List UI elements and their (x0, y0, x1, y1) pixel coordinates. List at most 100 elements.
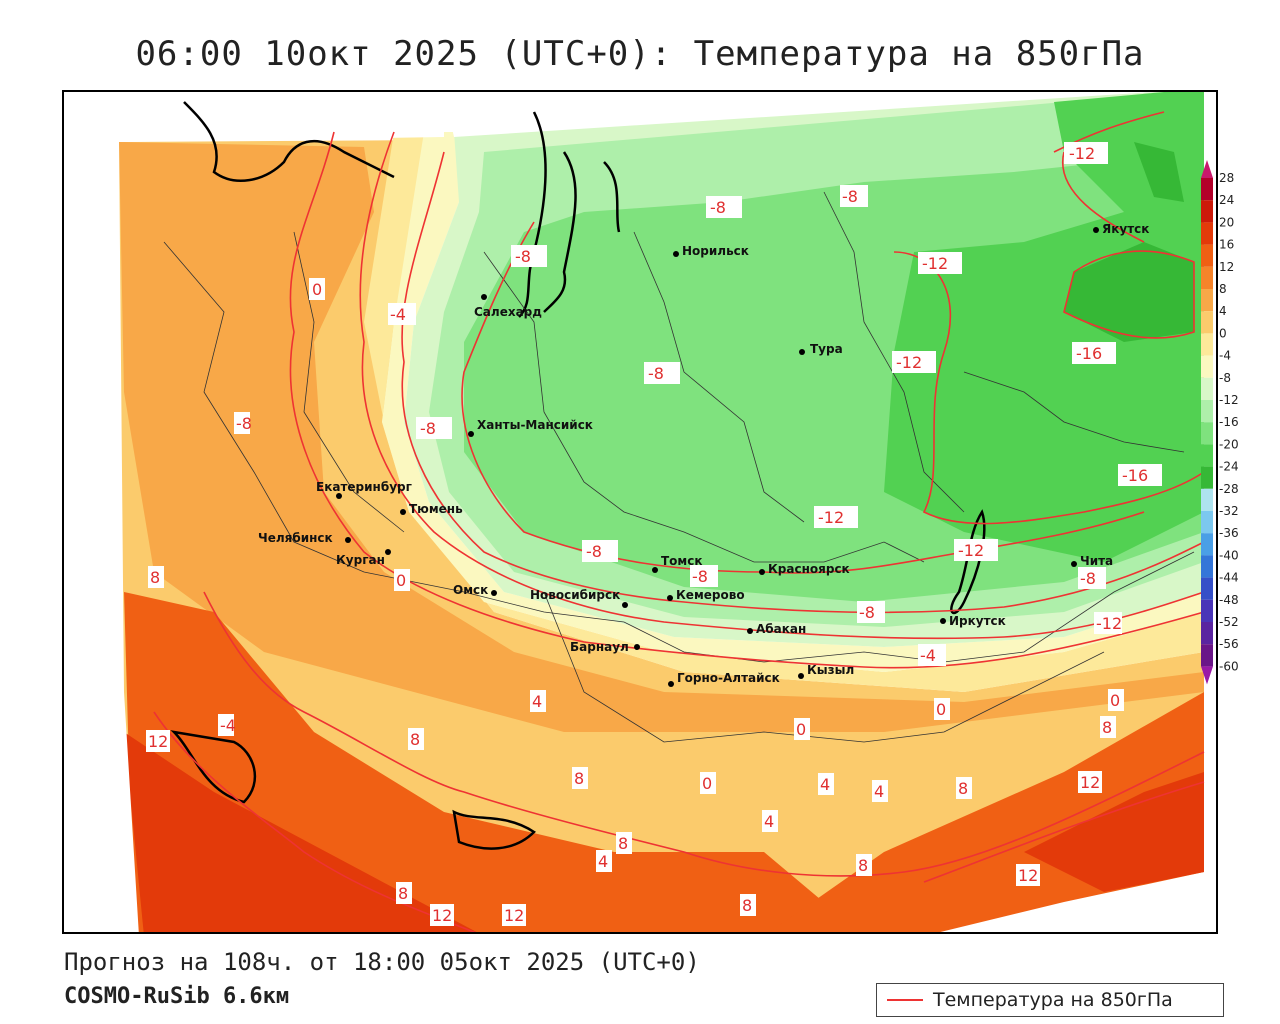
colorbar-swatch (1201, 444, 1213, 467)
colorbar-tick-label: 16 (1219, 238, 1234, 252)
colorbar-tick-label: 4 (1219, 304, 1227, 318)
city-dot (759, 569, 765, 575)
isotherm-label: 8 (742, 896, 752, 915)
city-dot (336, 493, 342, 499)
colorbar-tick-label: -16 (1219, 415, 1239, 429)
legend-line-swatch (887, 999, 923, 1001)
city-dot (798, 673, 804, 679)
legend-label: Температура на 850гПа (933, 989, 1173, 1011)
city-label: Омск (453, 583, 488, 597)
colorbar-tick-label: -52 (1219, 615, 1239, 629)
isotherm-label: -8 (692, 567, 708, 586)
colorbar-swatch (1201, 222, 1213, 245)
city-dot (667, 595, 673, 601)
isotherm-label: -12 (1069, 144, 1095, 163)
colorbar-tick-label: 0 (1219, 326, 1227, 340)
colorbar-swatch (1201, 533, 1213, 556)
colorbar-tick-label: 12 (1219, 260, 1234, 274)
city-dot (622, 602, 628, 608)
isotherm-label: 4 (764, 812, 774, 831)
isotherm-label: -16 (1122, 466, 1148, 485)
isotherm-label: -8 (515, 247, 531, 266)
colorbar-swatch (1201, 289, 1213, 312)
city-dot (799, 349, 805, 355)
city-label: Тюмень (409, 502, 463, 516)
colorbar-tick-label: -40 (1219, 548, 1239, 562)
isotherm-label: 12 (148, 732, 168, 751)
city-label: Норильск (682, 244, 749, 258)
isotherm-label: 4 (598, 852, 608, 871)
colorbar-swatch (1201, 422, 1213, 445)
city-dot (747, 628, 753, 634)
colorbar-swatch (1201, 178, 1213, 201)
city-label: Горно-Алтайск (677, 671, 780, 685)
city-dot (491, 590, 497, 596)
colorbar-swatch (1201, 488, 1213, 511)
city-label: Салехард (474, 305, 542, 319)
city-dot (652, 567, 658, 573)
city-label: Курган (336, 553, 385, 567)
isotherm-label: 0 (936, 700, 946, 719)
isotherm-label: -8 (842, 187, 858, 206)
isotherm-label: 0 (796, 720, 806, 739)
isotherm-label: 12 (432, 906, 452, 925)
city-label: Кызыл (807, 663, 854, 677)
isotherm-label: 12 (504, 906, 524, 925)
colorbar-swatch (1201, 577, 1213, 600)
isotherm-label: -12 (958, 541, 984, 560)
isotherm-labels: -12 -8 -8 -12 0 -8 -4 -16 -12 -8 -8 -12 … (146, 142, 1162, 926)
colorbar-tick-label: -28 (1219, 482, 1239, 496)
colorbar-swatch (1201, 599, 1213, 622)
isotherm-label: 4 (532, 692, 542, 711)
isotherm-label: 0 (1110, 691, 1120, 710)
isotherm-label: 4 (874, 782, 884, 801)
city-label: Кемерово (676, 588, 745, 602)
colorbar-tick-label: 24 (1219, 193, 1234, 207)
city-label: Челябинск (258, 531, 333, 545)
isotherm-label: -4 (390, 305, 406, 324)
colorbar-top-arrow (1201, 160, 1213, 178)
isotherm-label: 8 (574, 769, 584, 788)
colorbar-swatch (1201, 511, 1213, 534)
isotherm-label: -12 (818, 508, 844, 527)
city-dot (481, 294, 487, 300)
colorbar-tick-label: -24 (1219, 460, 1239, 474)
colorbar-swatch (1201, 466, 1213, 489)
colorbar-swatch (1201, 555, 1213, 578)
city-dot (385, 549, 391, 555)
colorbar-swatch (1201, 355, 1213, 378)
colorbar-tick-label: -8 (1219, 371, 1231, 385)
city-label: Абакан (756, 622, 806, 636)
city-label: Якутск (1102, 222, 1149, 236)
colorbar-swatch (1201, 377, 1213, 400)
colorbar-swatch (1201, 266, 1213, 289)
isotherm-label: -8 (236, 414, 252, 433)
forecast-info: Прогноз на 108ч. от 18:00 05окт 2025 (UT… (64, 948, 700, 976)
isotherm-label: -8 (420, 419, 436, 438)
colorbar-swatch (1201, 333, 1213, 356)
region-borders (163, 191, 1195, 743)
city-dot (345, 537, 351, 543)
city-markers: Норильск Якутск Салехард Тура Ханты-Манс… (258, 222, 1149, 687)
colorbar-swatch (1201, 244, 1213, 267)
isotherm-label: 0 (702, 774, 712, 793)
isotherm-label: 4 (820, 775, 830, 794)
colorbar-tick-label: -44 (1219, 571, 1239, 585)
colorbar-tick-label: -20 (1219, 437, 1239, 451)
model-name: COSMO-RuSib 6.6км (64, 984, 290, 1009)
temperature-map: -12 -8 -8 -12 0 -8 -4 -16 -12 -8 -8 -12 … (64, 92, 1216, 932)
city-label: Новосибирск (530, 588, 620, 602)
city-label: Тура (810, 342, 843, 356)
map-panel: -12 -8 -8 -12 0 -8 -4 -16 -12 -8 -8 -12 … (62, 90, 1218, 934)
isotherm-label: -8 (710, 198, 726, 217)
isotherm-label: 8 (410, 730, 420, 749)
isotherm-label: -12 (896, 353, 922, 372)
city-dot (1093, 227, 1099, 233)
isotherm-label: 8 (958, 779, 968, 798)
city-label: Чита (1080, 554, 1113, 568)
isotherm-label: 8 (398, 884, 408, 903)
colorbar-tick-label: 28 (1219, 171, 1234, 185)
isotherm-label: -12 (1096, 614, 1122, 633)
isotherm-label: -4 (920, 646, 936, 665)
isotherm-label: 0 (312, 280, 322, 299)
